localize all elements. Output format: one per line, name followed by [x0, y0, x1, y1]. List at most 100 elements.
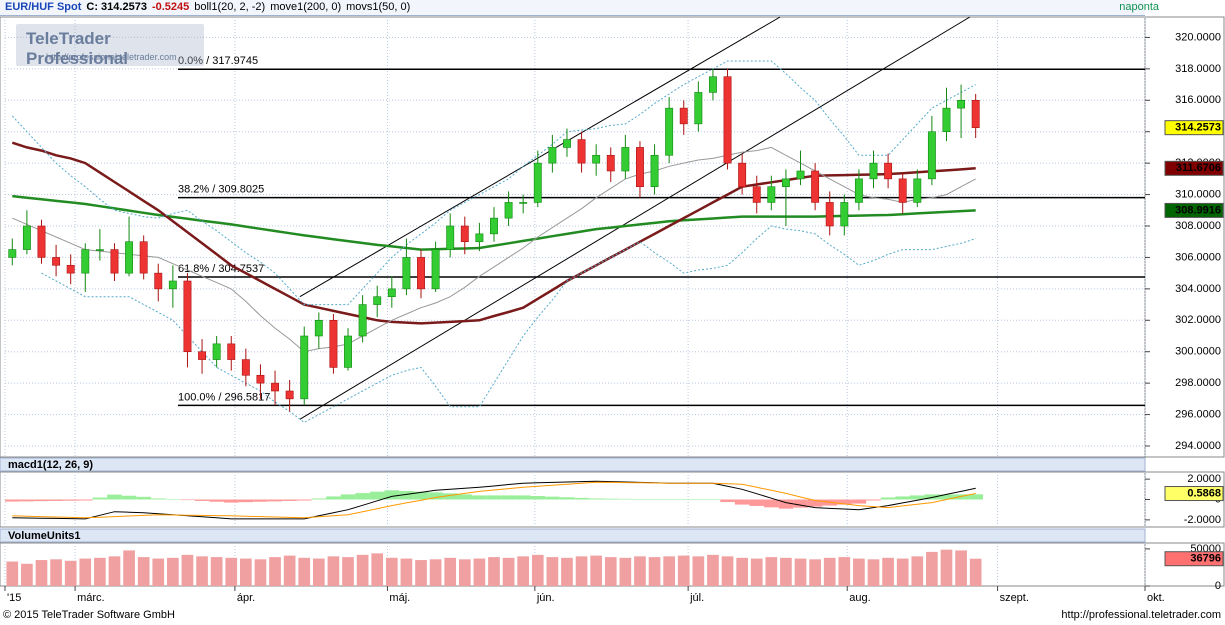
candle-body [884, 162, 893, 180]
histogram-bar [924, 494, 940, 500]
volume-bar [765, 557, 778, 586]
value-badge-label: 314.2573 [1175, 122, 1221, 134]
y-tick-label: 308.0000 [1175, 220, 1221, 232]
histogram-bar [457, 494, 473, 500]
axis-frame [1144, 16, 1225, 458]
channel-line [299, 16, 971, 420]
candle-body [927, 131, 936, 180]
histogram-bar [647, 499, 662, 500]
fib-label: 0.0% / 317.9745 [178, 55, 258, 67]
overlay-line [12, 194, 976, 251]
x-tick-label: szept. [1000, 592, 1029, 604]
candle-body [52, 257, 61, 266]
histogram-bar [559, 497, 575, 500]
header-item: -0.5245 [151, 1, 190, 13]
panel-title-bar [0, 457, 1146, 472]
histogram-bar [384, 490, 400, 500]
candle-body [183, 280, 192, 353]
candle-body [358, 304, 367, 337]
candle-body [314, 319, 323, 337]
volume-bar [79, 558, 92, 586]
volume-bar [838, 557, 851, 586]
panel-frame [0, 16, 1146, 458]
value-badge [1164, 551, 1224, 567]
x-tick-label: okt. [1147, 592, 1165, 604]
volume-bar [940, 549, 953, 586]
volume-bar [896, 558, 909, 586]
histogram-bar [866, 499, 881, 501]
histogram-bar [48, 499, 64, 501]
histogram-bar [807, 499, 823, 507]
volume-bar [196, 556, 208, 586]
histogram-bar [107, 494, 122, 500]
period[interactable]: naponta [1119, 1, 1159, 13]
volume-bar [780, 557, 792, 586]
value-badge [1164, 120, 1224, 136]
candle-body [533, 162, 542, 203]
histogram-bar [588, 498, 604, 500]
y-tick-label: 302.0000 [1175, 314, 1221, 326]
volume-bar [400, 558, 413, 586]
candle-body [460, 225, 469, 243]
candle-body [854, 178, 863, 203]
histogram-bar [691, 499, 706, 500]
candle-body [95, 249, 104, 251]
volume-bar [356, 554, 369, 586]
histogram-bar [472, 495, 487, 500]
candle-body [8, 249, 17, 258]
candle-body [446, 225, 455, 250]
candle-body [475, 233, 484, 243]
candle-body [110, 249, 119, 274]
x-tick-label: aug. [849, 592, 870, 604]
header-item: EUR/HUF Spot [5, 1, 82, 13]
volume-bar [167, 557, 179, 586]
value-badge-label: 311.6706 [1176, 162, 1221, 174]
histogram-bar [296, 499, 312, 501]
value-badge-label: 308.9916 [1175, 204, 1221, 216]
histogram-bar [720, 499, 735, 503]
x-tick-label: jún. [536, 592, 555, 604]
histogram-bar [399, 491, 414, 500]
histogram-bar [34, 499, 49, 502]
candle-body [490, 217, 498, 235]
volume-bar [750, 558, 763, 586]
histogram-bar [355, 493, 370, 500]
histogram-bar [705, 499, 721, 500]
y-tick-label: 300.0000 [1175, 346, 1221, 358]
histogram-bar [19, 499, 35, 502]
histogram-bar [778, 499, 794, 509]
header-item: C: 314.2573 [86, 1, 147, 13]
volume-bar [488, 557, 500, 586]
volume-bar [152, 558, 165, 586]
candle-body [606, 154, 615, 172]
value-badge-label: 36796 [1190, 553, 1221, 565]
volume-bar [736, 557, 748, 586]
volume-bar [225, 557, 238, 586]
candle-body [212, 343, 221, 360]
histogram-bar [77, 499, 93, 501]
candle-body [402, 257, 411, 290]
histogram-bar [953, 494, 969, 500]
histogram-bar [501, 495, 516, 500]
value-badge-label: 0.5868 [1187, 487, 1221, 499]
histogram-bar [749, 499, 765, 506]
histogram-bar [895, 496, 910, 500]
histogram-bar [282, 499, 297, 501]
header-bar: EUR/HUF Spot C: 314.2573 -0.5245 boll1(20, … [0, 0, 1145, 16]
volume-bar [123, 550, 135, 586]
candle-body [241, 359, 250, 376]
volume-bar [677, 555, 690, 586]
fib-label: 38.2% / 309.8025 [178, 184, 264, 196]
copyright: © 2015 TeleTrader Software GmbH [3, 609, 175, 621]
volume-bar [823, 557, 836, 586]
y-tick-label: 318.0000 [1175, 63, 1221, 75]
x-tick-label: máj. [389, 592, 410, 604]
candle-body [300, 335, 309, 400]
histogram-bar [793, 499, 808, 508]
volume-bar [692, 556, 705, 586]
candle-body [723, 76, 732, 164]
candle-body [869, 162, 878, 180]
candle-body [650, 154, 659, 188]
volume-bar [575, 556, 588, 586]
